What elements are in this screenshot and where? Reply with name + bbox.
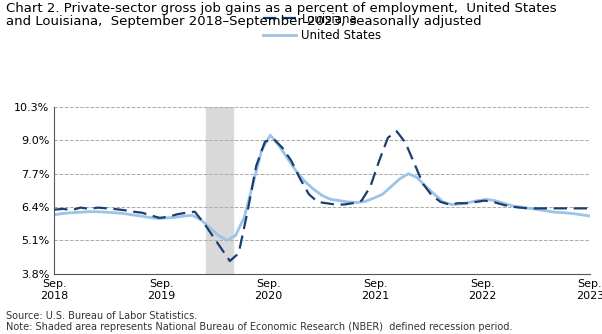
Text: Source: U.S. Bureau of Labor Statistics.
Note: Shaded area represents National B: Source: U.S. Bureau of Labor Statistics.… — [6, 311, 512, 332]
Bar — [206, 107, 233, 274]
Text: and Louisiana,  September 2018–September 2023, seasonally adjusted: and Louisiana, September 2018–September … — [6, 15, 482, 28]
Text: Chart 2. Private-sector gross job gains as a percent of employment,  United Stat: Chart 2. Private-sector gross job gains … — [6, 2, 557, 15]
Legend: Louisiana, United States: Louisiana, United States — [262, 13, 382, 42]
